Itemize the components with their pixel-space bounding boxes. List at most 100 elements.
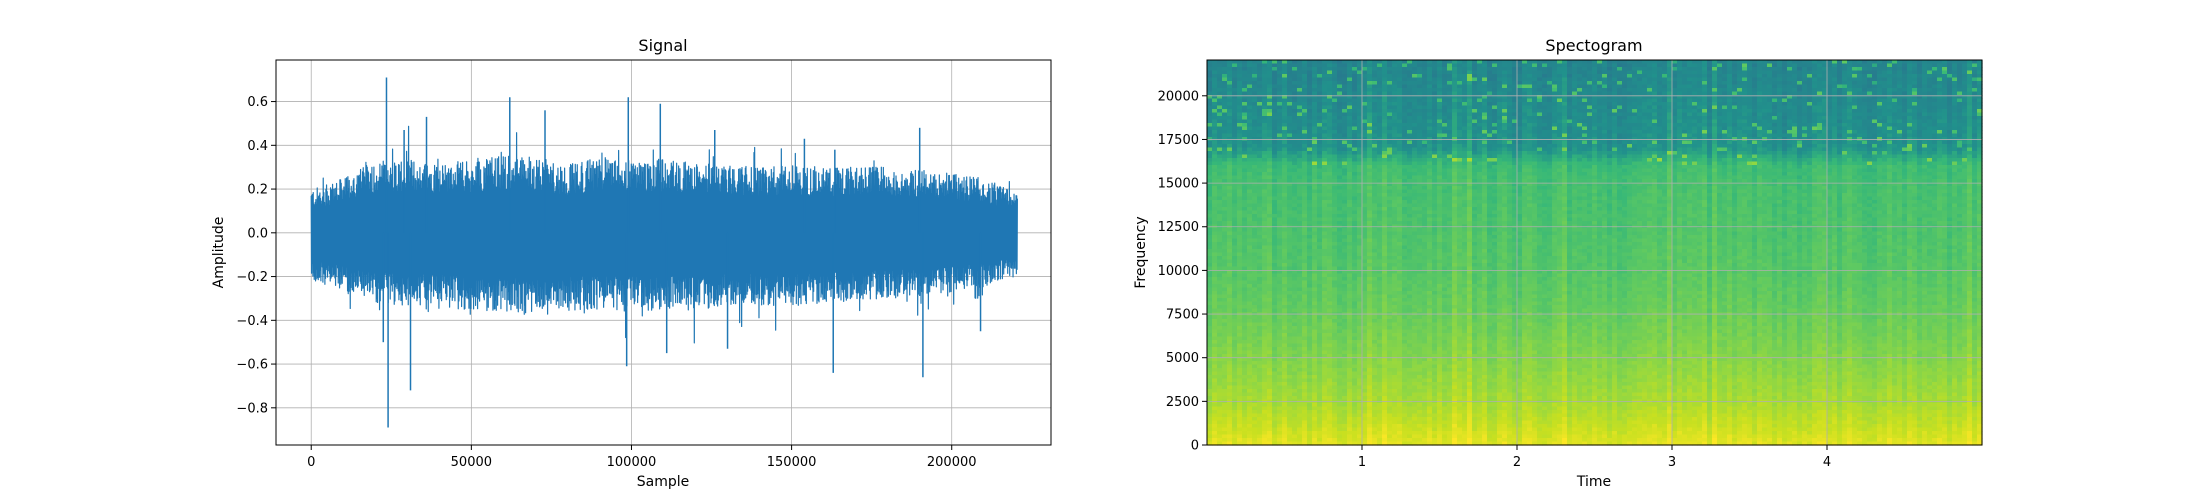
spectrogram-cell <box>1337 165 1343 170</box>
spectrogram-cell <box>1312 70 1318 75</box>
spectrogram-cell <box>1342 88 1348 93</box>
spectrogram-cell <box>1467 95 1473 100</box>
spectrogram-cell <box>1877 130 1883 135</box>
spectrogram-cell <box>1972 77 1978 82</box>
spectrogram-cell <box>1467 126 1473 131</box>
spectrogram-cell <box>1477 130 1483 135</box>
spectrogram-cell <box>1642 88 1648 93</box>
spectrogram-cell <box>1782 130 1788 135</box>
spectrogram-cell <box>1617 102 1623 107</box>
spectrogram-cell <box>1962 81 1968 86</box>
spectrogram-cell <box>1927 144 1933 149</box>
spectrogram-cell <box>1772 112 1778 117</box>
spectrogram-cell <box>1447 81 1453 86</box>
spectrogram-cell <box>1552 60 1558 65</box>
spectrogram-cell <box>1797 98 1803 103</box>
spectrogram-cell <box>1877 165 1883 170</box>
spectrogram-cell <box>1367 144 1373 149</box>
spectrogram-cell <box>1227 70 1233 75</box>
spectrogram-cell <box>1892 102 1898 107</box>
spectrogram-cell <box>1467 116 1473 121</box>
spectrogram-cell <box>1732 81 1738 86</box>
spectrogram-cell <box>1272 144 1278 149</box>
spectrogram-cell <box>1342 84 1348 89</box>
spectrogram-cell <box>1567 81 1573 86</box>
spectrogram-cell <box>1947 154 1953 159</box>
spectrogram-cell <box>1612 123 1618 128</box>
spectrogram-cell <box>1252 84 1258 89</box>
spectrogram-cell <box>1302 158 1308 163</box>
spectrogram-cell <box>1847 130 1853 135</box>
spectrogram-cell <box>1442 70 1448 75</box>
spectrogram-cell <box>1772 98 1778 103</box>
spectrogram-cell <box>1767 168 1773 173</box>
spectrogram-cell <box>1327 165 1333 170</box>
spectrogram-cell <box>1617 123 1623 128</box>
spectrogram-cell <box>1447 168 1453 173</box>
spectrogram-cell <box>1312 112 1318 117</box>
spectrogram-cell <box>1907 116 1913 121</box>
spectrogram-cell <box>1372 95 1378 100</box>
spectrogram-cell <box>1212 70 1218 75</box>
spectrogram-cell <box>1812 70 1818 75</box>
spectrogram-cell <box>1762 165 1768 170</box>
spectrogram-cell <box>1567 102 1573 107</box>
spectrogram-cell <box>1452 140 1458 145</box>
spectrogram-cell <box>1687 98 1693 103</box>
spectrogram-cell <box>1887 63 1893 68</box>
spectrogram-cell <box>1727 133 1733 138</box>
spectrogram-cell <box>1822 161 1828 166</box>
spectrogram-cell <box>1452 63 1458 68</box>
spectrogram-cell <box>1952 112 1958 117</box>
spectrogram-cell <box>1297 67 1303 72</box>
spectrogram-cell <box>1797 63 1803 68</box>
spectrogram-cell <box>1847 144 1853 149</box>
spectrogram-cell <box>1407 70 1413 75</box>
spectrogram-cell <box>1442 74 1448 79</box>
spectrogram-cell <box>1302 91 1308 96</box>
spectrogram-cell <box>1912 133 1918 138</box>
spectrogram-cell <box>1682 140 1688 145</box>
spectrogram-cell <box>1957 109 1963 114</box>
spectrogram-cell <box>1452 158 1458 163</box>
spectrogram-cell <box>1797 116 1803 121</box>
spectrogram-cell <box>1642 105 1648 110</box>
spectrogram-cell <box>1597 88 1603 93</box>
spectrogram-cell <box>1562 123 1568 128</box>
spectrogram-cell <box>1772 119 1778 124</box>
spectrogram-cell <box>1877 119 1883 124</box>
spectrogram-cell <box>1272 70 1278 75</box>
spectrogram-cell <box>1232 158 1238 163</box>
spectrogram-cell <box>1782 77 1788 82</box>
spectrogram-cell <box>1782 158 1788 163</box>
spectrogram-cell <box>1637 116 1643 121</box>
spectrogram-cell <box>1907 130 1913 135</box>
spectrogram-cell <box>1582 95 1588 100</box>
spectrogram-cell <box>1312 95 1318 100</box>
spectrogram-cell <box>1482 88 1488 93</box>
spectrogram-cell <box>1827 147 1833 152</box>
spectrogram-cell <box>1442 105 1448 110</box>
spectrogram-cell <box>1707 133 1713 138</box>
spectrogram-cell <box>1402 123 1408 128</box>
spectrogram-cell <box>1442 130 1448 135</box>
spectrogram-cell <box>1252 154 1258 159</box>
spectrogram-cell <box>1207 123 1213 128</box>
spectrogram-cell <box>1637 147 1643 152</box>
spectrogram-cell <box>1912 158 1918 163</box>
spectrogram-cell <box>1437 126 1443 131</box>
spectrogram-cell <box>1347 70 1353 75</box>
spectrogram-cell <box>1472 147 1478 152</box>
spectrogram-cell <box>1842 126 1848 131</box>
spectrogram-cell <box>1492 144 1498 149</box>
spectrogram-cell <box>1622 130 1628 135</box>
spectrogram-cell <box>1922 154 1928 159</box>
spectrogram-cell <box>1217 140 1223 145</box>
spectrogram-cell <box>1977 133 1983 138</box>
spectrogram-cell <box>1952 105 1958 110</box>
spectrogram-cell <box>1557 126 1563 131</box>
spectrogram-cell <box>1792 102 1798 107</box>
spectrogram-cell <box>1927 81 1933 86</box>
spectrogram-cell <box>1707 168 1713 173</box>
spectrogram-cell <box>1427 84 1433 89</box>
